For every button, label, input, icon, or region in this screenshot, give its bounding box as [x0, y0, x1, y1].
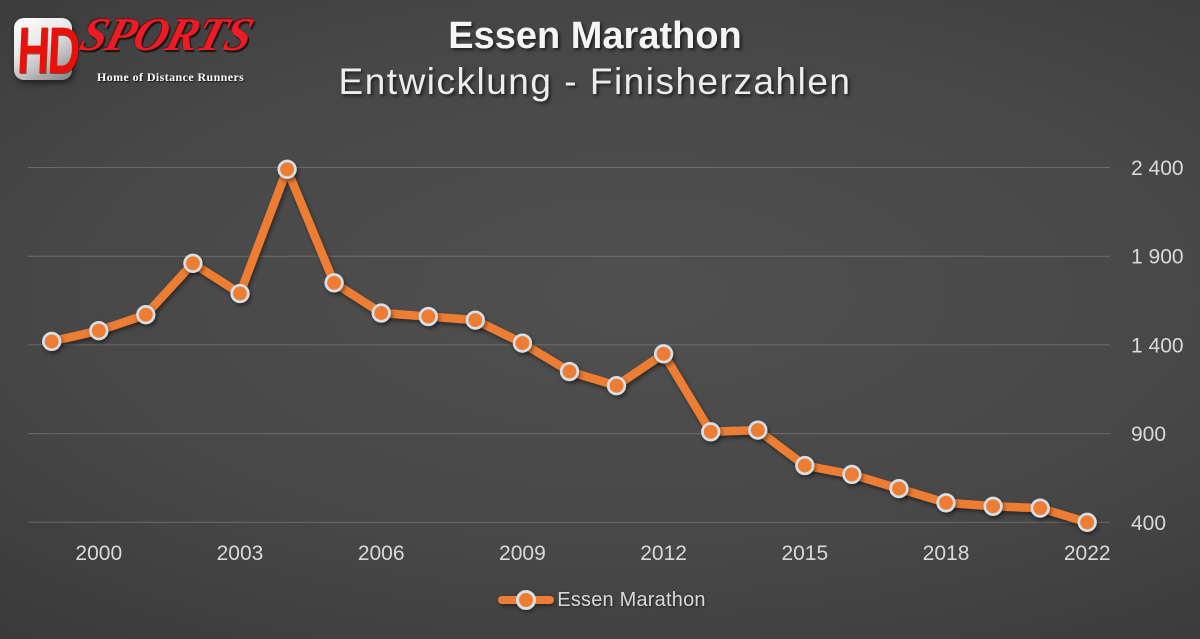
- data-point-marker: [748, 420, 768, 440]
- y-axis-tick-label: 2 400: [1131, 157, 1184, 180]
- legend-line-marker-icon: [498, 589, 555, 611]
- x-axis-tick-label: 2022: [1064, 542, 1111, 565]
- data-point-marker: [606, 376, 627, 396]
- data-point-marker: [559, 361, 580, 382]
- data-point-marker: [842, 464, 862, 485]
- data-point-marker: [371, 303, 391, 323]
- y-axis-tick-label: 1 900: [1131, 246, 1184, 269]
- data-point-marker: [277, 159, 297, 179]
- logo-tagline: Home of Distance Runners: [97, 70, 245, 84]
- data-point-marker: [701, 422, 721, 442]
- y-axis-tick-label: 400: [1131, 512, 1166, 535]
- x-axis-tick-label: 2000: [75, 542, 122, 565]
- data-point-marker: [324, 273, 344, 293]
- data-point-marker: [936, 493, 956, 513]
- series-line: [47, 165, 1092, 527]
- y-axis-tick-label: 900: [1131, 423, 1166, 446]
- axis-labels: 400 900 1 400 1 900 2 400 2000 2003 2006 2009 201…: [75, 157, 1183, 565]
- x-axis-tick-label: 2015: [781, 542, 828, 565]
- data-point-marker: [89, 321, 109, 341]
- x-axis-tick-label: 2006: [358, 542, 405, 565]
- data-point-marker: [418, 306, 438, 327]
- x-axis-tick-label: 2012: [640, 542, 687, 565]
- legend: Essen Marathon: [0, 587, 1200, 613]
- data-point-marker: [1077, 512, 1097, 532]
- data-point-marker: [230, 283, 250, 304]
- x-axis-tick-label: 2003: [217, 542, 264, 565]
- data-point-marker: [42, 331, 62, 352]
- data-point-marker: [136, 305, 156, 325]
- data-point-marker: [983, 496, 1003, 516]
- chart-title: Essen Marathon: [448, 15, 742, 57]
- x-axis-tick-label: 2018: [923, 542, 970, 565]
- data-point-marker: [795, 455, 815, 476]
- x-axis-tick-label: 2009: [499, 542, 546, 565]
- chart-subtitle: Entwicklung - Finisherzahlen: [338, 61, 852, 102]
- data-point-marker: [1030, 498, 1050, 518]
- data-point-marker: [465, 310, 485, 330]
- data-point-marker: [889, 478, 909, 499]
- title-block: Essen Marathon Entwicklung - Finisherzah…: [0, 14, 1190, 104]
- series-layer: [42, 159, 1097, 532]
- data-point-marker: [183, 253, 203, 273]
- data-point-marker: [653, 344, 674, 364]
- legend-label: Essen Marathon: [557, 588, 706, 611]
- gridlines: [28, 167, 1110, 523]
- hd-sports-logo: HD SPORTS Home of Distance Runners: [13, 9, 258, 100]
- data-point-marker: [512, 333, 533, 353]
- y-axis-tick-label: 1 400: [1131, 334, 1184, 357]
- hd-logo-box: [14, 18, 72, 80]
